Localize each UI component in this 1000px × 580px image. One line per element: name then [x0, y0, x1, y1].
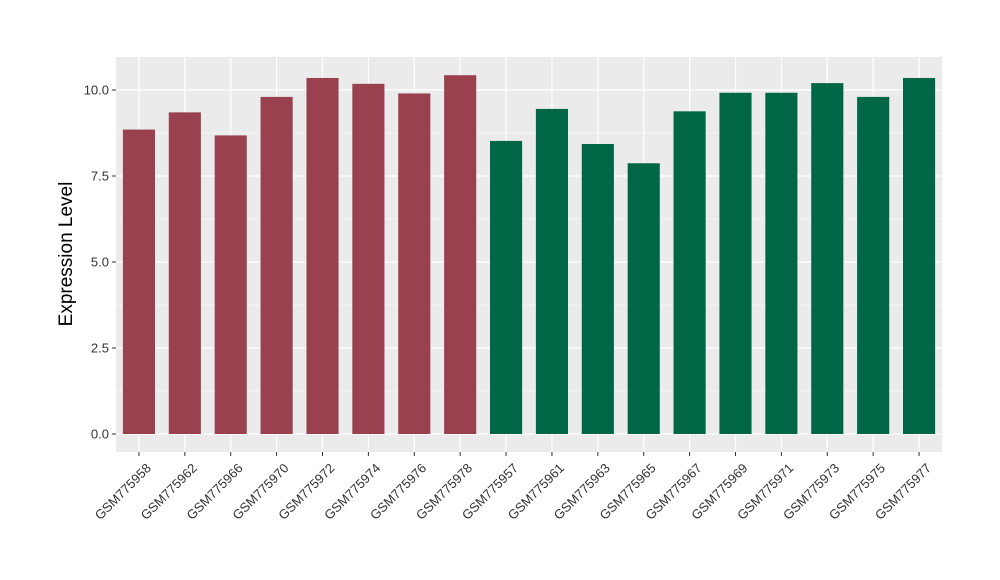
bar-GSM775972: [306, 77, 339, 435]
y-tick-label: 0.0: [91, 427, 109, 442]
y-axis-title: Expression Level: [56, 182, 77, 327]
plot-panel: [116, 57, 942, 452]
bar-GSM775977: [902, 77, 936, 435]
bar-GSM775973: [811, 83, 844, 435]
bar-GSM775978: [444, 75, 477, 434]
x-axis-ticks: GSM775958GSM775962GSM775966GSM775970GSM7…: [92, 452, 934, 523]
bar-GSM775975: [857, 96, 890, 434]
bar-GSM775971: [765, 92, 798, 434]
bar-GSM775963: [581, 144, 614, 434]
y-axis-ticks: 0.0 2.5 5.0 7.5 10.0: [84, 83, 116, 442]
bar-GSM775962: [168, 112, 201, 435]
bar-GSM775965: [627, 163, 660, 434]
bar-GSM775958: [122, 129, 156, 434]
bar-GSM775966: [214, 135, 247, 434]
bar-GSM775957: [489, 140, 523, 435]
bar-GSM775970: [260, 96, 293, 434]
y-tick-label: 10.0: [84, 83, 109, 98]
y-tick-label: 7.5: [91, 169, 109, 184]
y-tick-label: 5.0: [91, 255, 109, 270]
bar-GSM775974: [352, 83, 385, 435]
bar-GSM775976: [398, 93, 431, 434]
bar-GSM775969: [719, 92, 752, 434]
grid-minor: [116, 132, 942, 392]
y-tick-label: 2.5: [91, 341, 109, 356]
bar-GSM775967: [673, 111, 706, 434]
bars: [122, 75, 936, 435]
bar-GSM775961: [535, 108, 569, 435]
